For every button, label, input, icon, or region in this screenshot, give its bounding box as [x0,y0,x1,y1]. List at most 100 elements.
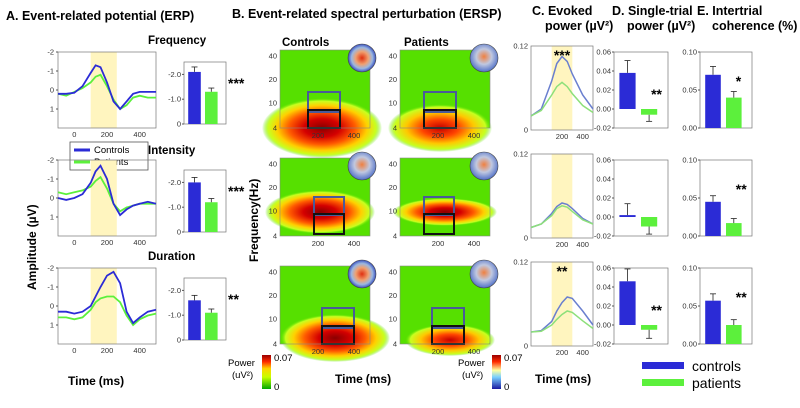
x-tick-label: 400 [133,130,146,139]
bar-E-frequency-controls [705,74,721,128]
y-tick-label: 0.10 [682,156,697,165]
ersp-y-tick: 4 [393,340,397,349]
panel-e-title-1: E. Intertrial [697,4,762,18]
ersp-y-tick: 20 [389,291,397,300]
ersp-patients-intensity [393,151,499,237]
evoked-line-patients-frequency [530,81,594,117]
y-tick-label: 0 [50,194,54,203]
y-tick-label: 0.05 [682,302,697,311]
svg-text:(uV²): (uV²) [232,370,253,381]
y-tick-label: 1 [50,105,54,114]
x-tick-label: 200 [556,348,569,357]
ersp-y-tick: 20 [269,75,277,84]
y-tick-label: 0.00 [682,124,697,133]
bar-D-frequency-patients [641,109,658,115]
stimulus-window [90,52,117,128]
scalp-map [469,259,499,289]
x-tick-label: 400 [576,240,589,249]
y-tick-label: -0.02 [594,340,611,349]
svg-text:0.07: 0.07 [274,353,293,364]
panel-d-title-2: power (µV²) [627,19,695,33]
svg-text:Power: Power [228,358,255,369]
legend-swatch-controls [642,362,684,369]
scalp-map [347,151,377,181]
svg-text:Time(ms): Time (ms) [68,374,124,388]
bar-D-frequency-controls [619,72,636,109]
svg-text:0.07: 0.07 [504,353,523,364]
y-tick-label: 0.00 [596,321,611,330]
stimulus-window [90,268,117,344]
ersp-y-tick: 4 [273,232,277,241]
y-tick-label: 0 [50,302,54,311]
ersp-y-tick: 10 [269,99,277,108]
significance-stars: * [736,73,742,89]
ersp-y-tick: 4 [273,340,277,349]
time-label-a: Time (ms) [68,374,124,388]
ersp-controls-frequency [262,43,382,158]
ersp-x-tick: 200 [432,131,445,140]
x-tick-label: 200 [556,240,569,249]
y-tick-label: 0 [524,126,528,135]
bar-E-frequency-patients [726,97,742,128]
bar-A-intensity-patients [205,202,218,232]
scalp-map [469,43,499,73]
significance-stars: ** [651,302,662,318]
ersp-x-tick: 400 [348,239,361,248]
y-tick-label: 0 [524,234,528,243]
x-tick-label: 400 [133,238,146,247]
y-tick-label: 1 [50,213,54,222]
svg-text:0: 0 [274,382,279,393]
legend-controls-text: controls [692,358,741,374]
main-legend: controls patients [642,358,741,391]
significance-stars: ** [651,86,662,102]
significance-stars: *** [228,75,245,91]
x-tick-label: 0 [72,130,76,139]
panel-d-title-1: D. Single-trial [612,4,693,18]
significance-stars: ** [228,291,239,307]
x-tick-label: 400 [576,348,589,357]
bar-E-intensity-patients [726,223,742,236]
ersp-x-tick: 200 [312,239,325,248]
bar-D-intensity-patients [641,217,658,227]
bar-E-intensity-controls [705,201,721,236]
ersp-x-tick: 200 [432,347,445,356]
ersp-y-tick: 10 [389,99,397,108]
y-tick-label: 0 [50,86,54,95]
ersp-y-tick: 10 [389,207,397,216]
y-tick-label: 0.12 [513,150,528,159]
legend-swatch-patients [642,379,684,386]
ersp-controls-duration [279,259,390,362]
y-tick-label: -1 [47,67,54,76]
panel-e-title-2: coherence (%) [712,19,797,33]
time-label-b: Time (ms) [335,372,391,386]
y-tick-label: 0.05 [682,86,697,95]
y-tick-label: 0.02 [596,194,611,203]
bar-D-intensity-controls [619,215,636,217]
y-tick-label: -2 [47,48,54,57]
y-tick-label: 0.02 [596,302,611,311]
ersp-x-tick: 200 [312,131,325,140]
x-tick-label: 400 [133,346,146,355]
time-label-c: Time (ms) [535,372,591,386]
bar-D-duration-controls [619,281,636,325]
ersp-col-controls: Controls [282,37,329,49]
y-tick-label: 0 [177,228,181,237]
y-tick-label: 0.10 [682,264,697,273]
panel-c-title-2: power (µV²) [545,19,613,33]
y-tick-label: 0.10 [682,48,697,57]
ersp-y-tick: 20 [389,183,397,192]
stimulus-window [551,154,573,238]
significance-stars: ** [736,289,747,305]
ersp-x-tick: 200 [432,239,445,248]
ersp-y-tick: 40 [269,268,277,277]
bar-A-frequency-patients [205,91,218,124]
legend-patients-text: patients [692,375,741,391]
x-tick-label: 400 [576,132,589,141]
panel-a-title: A. Event-related potential (ERP) [6,9,194,23]
y-tick-label: -1.0 [168,311,181,320]
evoked-line-patients-intensity [530,204,594,229]
ersp-y-tick: 40 [269,160,277,169]
y-tick-label: -2.0 [168,178,181,187]
ersp-y-tick: 10 [269,207,277,216]
